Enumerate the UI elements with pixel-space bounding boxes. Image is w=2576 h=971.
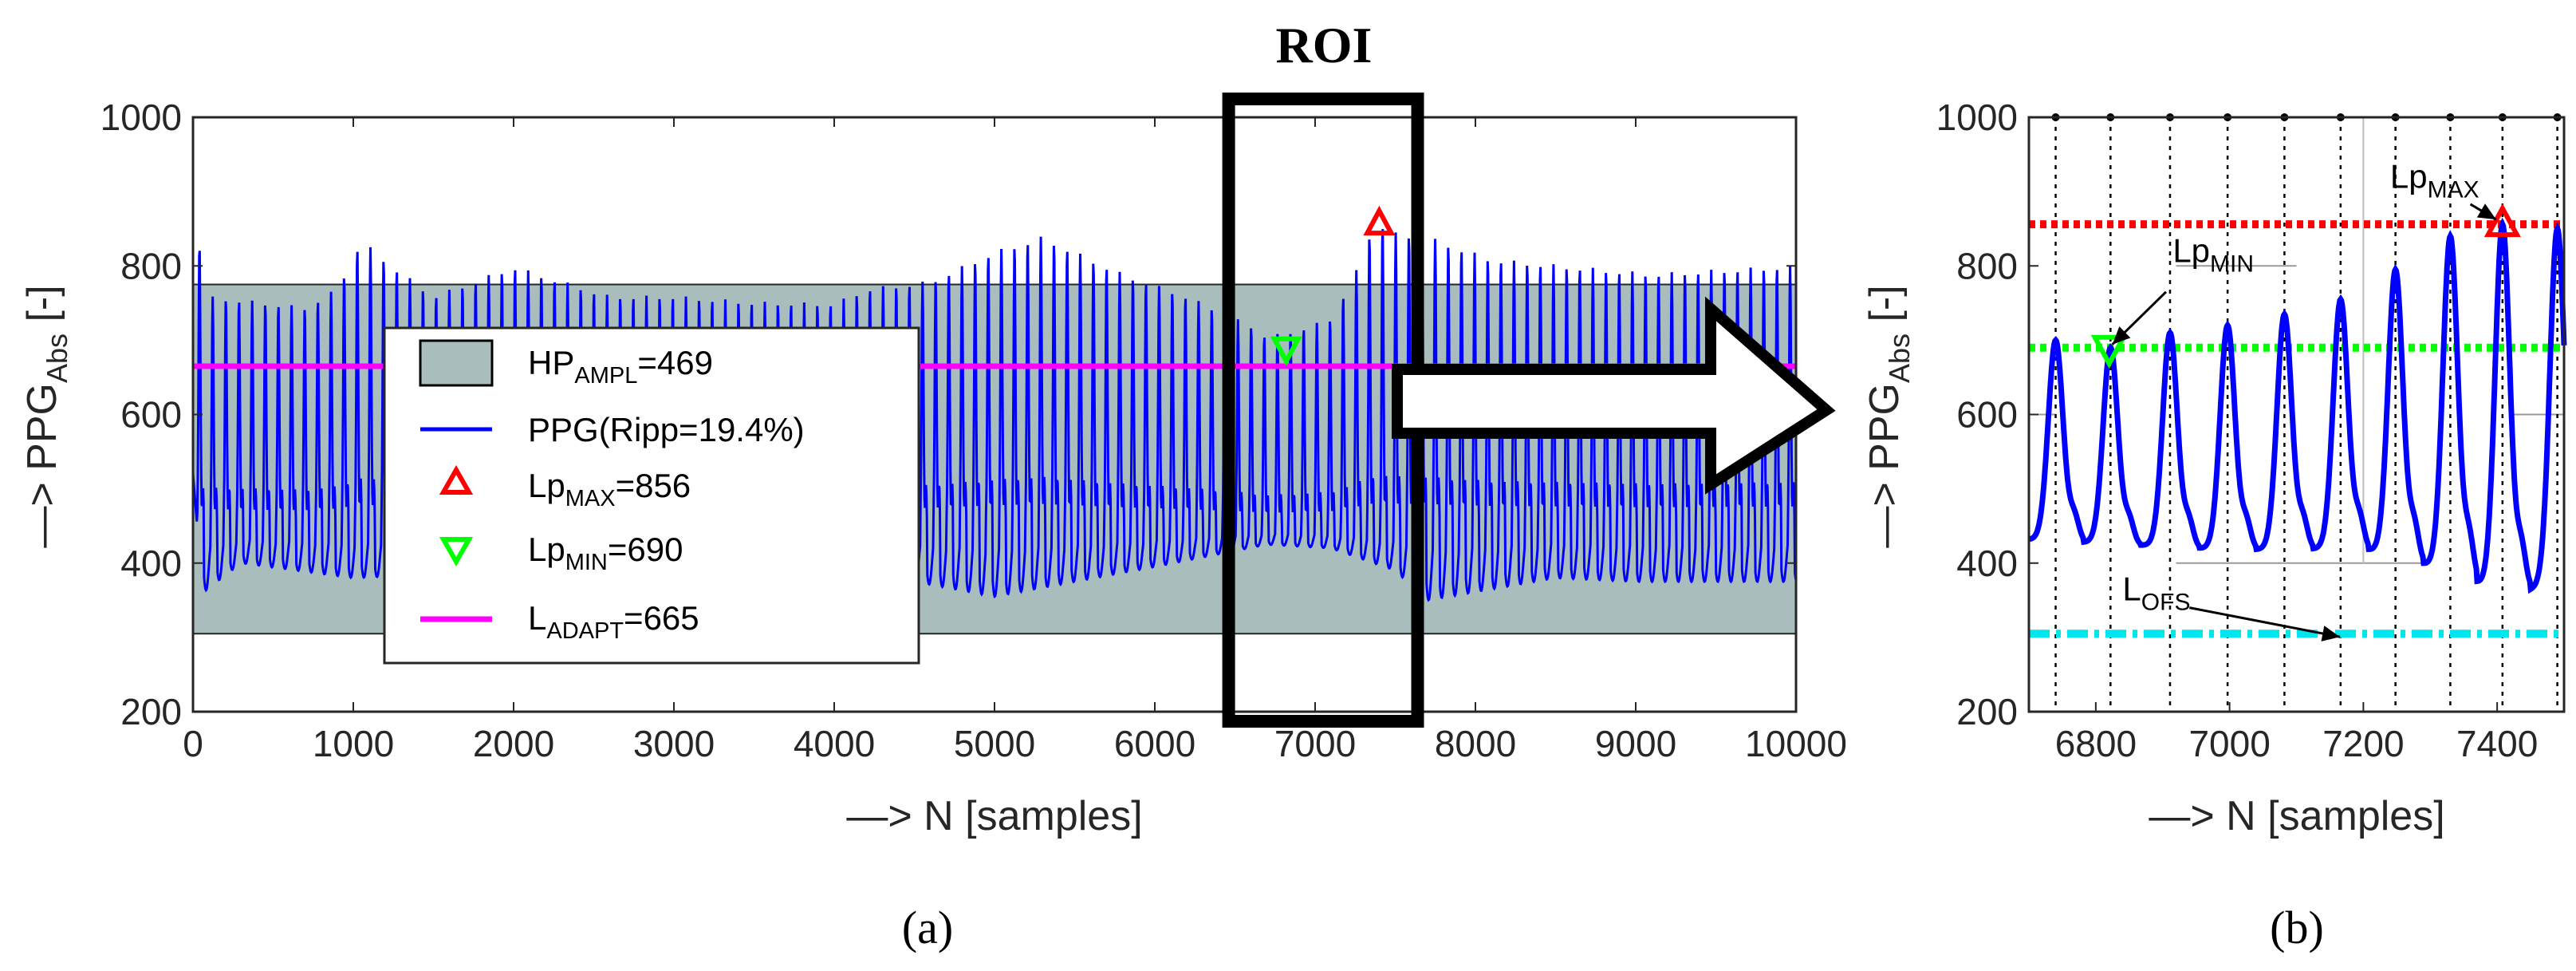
panel-b-y-axis-label: —> PPGAbs [-] (1861, 285, 1916, 547)
panel-b-x-axis-label: —> N [samples] (2149, 793, 2444, 839)
panel-a-x-tick-label: 2000 (473, 723, 554, 764)
lp-max-annotation-arrow-head (2476, 203, 2496, 220)
panel-b-x-tick-label: 7200 (2322, 723, 2404, 764)
panel-b-x-tick-label: 6800 (2055, 723, 2137, 764)
svg-text:LADAPT=665: LADAPT=665 (528, 599, 699, 644)
panel-a-x-tick-label: 9000 (1595, 723, 1676, 764)
legend-entry-ppg: PPG(Ripp=19.4%) (420, 411, 805, 448)
panel-a-x-tick-label: 7000 (1274, 723, 1356, 764)
panel-b-lp-max-marker (2483, 203, 2521, 238)
svg-text:HPAMPL=469: HPAMPL=469 (528, 344, 713, 389)
panel-b-annotation-min: LpMIN (2172, 232, 2254, 278)
panel-a-y-axis-label: —> PPGAbs [-] (19, 285, 73, 547)
legend-entry-hp-ampl: HPAMPL=469 (419, 339, 713, 389)
panel-a-x-tick-label: 5000 (954, 723, 1035, 764)
panel-a-y-tick-label: 1000 (100, 97, 182, 138)
svg-text:LpMIN=690: LpMIN=690 (528, 531, 683, 575)
panel-b-y-tick-label: 600 (1956, 394, 2018, 436)
legend-entry-lp-max: LpMAX=856 (439, 464, 691, 511)
panel-a-caption: (a) (902, 902, 953, 953)
panel-a-x-tick-label: 10000 (1745, 723, 1847, 764)
panel-b-y-tick-label: 1000 (1936, 97, 2018, 138)
legend-entry-lp-min: LpMIN=690 (439, 531, 683, 575)
panel-a-legend: HPAMPL=469 PPG(Ripp=19.4%) LpMAX=856 LpM… (383, 326, 920, 665)
legend-entry-l-adapt: LADAPT=665 (420, 599, 699, 644)
panel-a-x-tick-label: 4000 (794, 723, 875, 764)
panel-a-y-tick-label: 400 (120, 543, 182, 584)
panel-b-lp-min-marker (2090, 334, 2128, 369)
roi-zoom-arrow (1392, 296, 1836, 495)
svg-text:LpMAX=856: LpMAX=856 (528, 467, 691, 511)
l-ofs-annotation-arrow-head (2321, 626, 2341, 641)
panel-b: 6800 7000 7200 7400 200 400 600 800 1000 —> N [s… (1861, 97, 2567, 953)
panel-b-annotation-max: LpMAX (2390, 157, 2479, 203)
panel-a-y-tick-label: 600 (120, 394, 182, 436)
panel-b-y-tick-label: 800 (1956, 245, 2018, 286)
lp-min-annotation-arrow-head (2112, 326, 2131, 345)
panel-a-x-axis-label: —> N [samples] (846, 793, 1142, 839)
panel-a-y-tick-label: 800 (120, 245, 182, 286)
lp-min-marker (1270, 336, 1302, 367)
panel-b-x-tick-label: 7000 (2188, 723, 2270, 764)
lp-max-marker (1363, 205, 1396, 236)
panel-a-x-tick-label: 3000 (633, 723, 715, 764)
svg-text:PPG(Ripp=19.4%): PPG(Ripp=19.4%) (528, 411, 805, 448)
panel-a-x-tick-label: 1000 (313, 723, 394, 764)
panel-b-caption: (b) (2270, 902, 2324, 953)
panel-b-y-tick-label: 400 (1956, 543, 2018, 584)
panel-b-x-tick-label: 7400 (2456, 723, 2538, 764)
roi-label: ROI (1276, 17, 1373, 73)
panel-a-x-tick-label: 6000 (1114, 723, 1195, 764)
panel-a-x-tick-label: 8000 (1435, 723, 1516, 764)
l-ofs-annotation-arrow (2189, 606, 2341, 638)
panel-a-x-tick-label: 0 (183, 723, 203, 764)
panel-b-annotation-ofs: LOFS (2122, 570, 2190, 615)
panel-b-y-tick-label: 200 (1956, 691, 2018, 732)
panel-a-y-tick-label: 200 (120, 691, 182, 732)
ppg-zoom-signal-line (2028, 217, 2567, 594)
